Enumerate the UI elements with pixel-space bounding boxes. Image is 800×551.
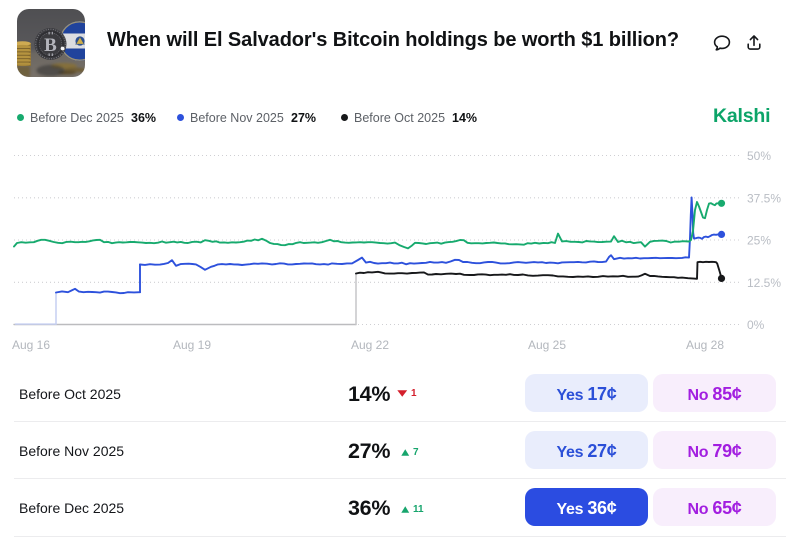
svg-text:Aug 19: Aug 19 xyxy=(173,338,211,352)
svg-text:25%: 25% xyxy=(747,234,771,248)
svg-text:Aug 16: Aug 16 xyxy=(12,338,50,352)
svg-text:37.5%: 37.5% xyxy=(747,191,781,205)
svg-text:50%: 50% xyxy=(747,149,771,163)
svg-text:Aug 25: Aug 25 xyxy=(528,338,566,352)
svg-text:B: B xyxy=(44,35,57,56)
svg-text:12.5%: 12.5% xyxy=(747,276,781,290)
svg-text:Aug 28: Aug 28 xyxy=(686,338,724,352)
svg-text:0%: 0% xyxy=(747,318,765,332)
svg-text:Aug 22: Aug 22 xyxy=(351,338,389,352)
